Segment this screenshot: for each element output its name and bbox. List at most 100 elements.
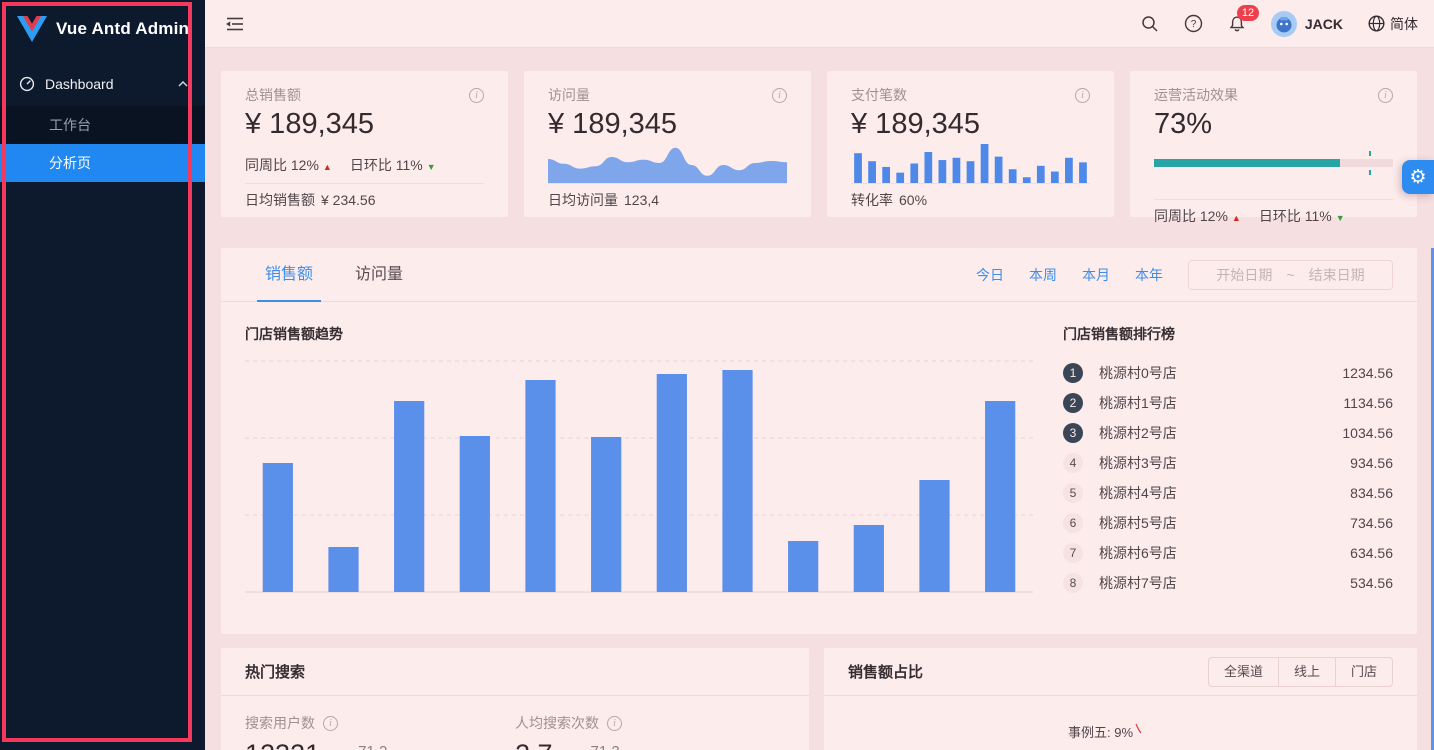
- info-icon[interactable]: i: [469, 87, 484, 103]
- stat-card-campaign: 运营活动效果 i 73% 同周比 12% ▲ 日环比 11% ▼: [1130, 71, 1417, 224]
- ranking-title: 门店销售额排行榜: [1063, 326, 1175, 342]
- top-bar: ? 12 JACK: [205, 0, 1434, 48]
- ranking-row: 5 桃源村4号店 834.56: [1063, 478, 1393, 508]
- language-label: 简体: [1390, 15, 1418, 32]
- progress-target-marker: [1369, 170, 1372, 175]
- metric-trend: 71.2▲: [358, 743, 400, 750]
- svg-text:?: ?: [1191, 19, 1197, 30]
- dashboard-submenu: 工作台 分析页: [0, 106, 205, 182]
- channel-store-button[interactable]: 门店: [1335, 656, 1393, 687]
- ranking-list: 1 桃源村0号店 1234.56 2 桃源村1号店 1134.56 3 桃源村2号店 103…: [1063, 358, 1393, 598]
- globe-icon: [1368, 15, 1385, 32]
- metric-search-per-user: 人均搜索次数 i 2.7 71.2▼: [515, 713, 785, 750]
- chevron-up-icon: [178, 81, 188, 87]
- store-sales-bar-chart: [245, 360, 1033, 593]
- card-footer: 日均访问量 123,4: [548, 192, 660, 208]
- filter-year[interactable]: 本年: [1135, 266, 1163, 283]
- pie-slice-label: 事例五: 9%: [1068, 722, 1144, 741]
- caret-up-icon: ▲: [322, 162, 332, 172]
- stat-card-visits: 访问量 i ¥ 189,345 日均访问量 123,4: [524, 71, 811, 217]
- sales-tabbar: 销售额 访问量 今日 本周 本月 本年 开始日期 ~ 结束日期: [221, 248, 1417, 302]
- stat-card-row: 总销售额 i ¥ 189,345 同周比 12% ▲ 日环比 11% ▼ 日均销售额…: [221, 71, 1417, 224]
- visits-area-chart: [548, 147, 787, 183]
- card-value: ¥ 189,345: [548, 108, 678, 140]
- notification-badge: 12: [1236, 4, 1260, 21]
- caret-up-icon: ▲: [391, 748, 400, 750]
- header-actions: ? 12 JACK: [1141, 4, 1418, 37]
- card-title: 访问量: [548, 87, 590, 103]
- campaign-progress-bar: [1154, 151, 1393, 175]
- filter-month[interactable]: 本月: [1082, 266, 1110, 283]
- ranking-row: 7 桃源村6号店 634.56: [1063, 538, 1393, 568]
- filter-today[interactable]: 今日: [976, 266, 1004, 283]
- card-title: 运营活动效果: [1154, 87, 1238, 103]
- sidebar-item-workbench[interactable]: 工作台: [49, 117, 91, 133]
- ranking-row: 8 桃源村7号店 534.56: [1063, 568, 1393, 598]
- sidebar-item-analysis[interactable]: 分析页: [0, 144, 205, 182]
- chart-title: 门店销售额趋势: [245, 326, 343, 342]
- card-value: ¥ 189,345: [245, 108, 375, 140]
- info-icon[interactable]: i: [1075, 87, 1090, 103]
- date-range-picker[interactable]: 开始日期 ~ 结束日期: [1188, 259, 1393, 290]
- tab-sales[interactable]: 销售额: [256, 248, 322, 302]
- dashboard-icon: [19, 76, 35, 92]
- hot-search-card: 热门搜索 搜索用户数 i 12321 71.2▲: [221, 648, 809, 750]
- stat-card-payments: 支付笔数 i ¥ 189,345 转化率 60%: [827, 71, 1114, 217]
- date-start-placeholder: 开始日期: [1216, 266, 1273, 283]
- card-footer: 转化率 60%: [851, 192, 928, 208]
- filter-week[interactable]: 本周: [1029, 266, 1057, 283]
- right-edge-accent: [1431, 248, 1434, 750]
- channel-online-button[interactable]: 线上: [1278, 656, 1336, 687]
- trend-row: 同周比 12% ▲ 日环比 11% ▼: [245, 157, 436, 173]
- metric-trend: 71.2▼: [591, 743, 633, 750]
- channel-button-group: 全渠道 线上 门店: [1207, 656, 1393, 687]
- menu-fold-icon[interactable]: [226, 16, 244, 32]
- help-icon[interactable]: ?: [1184, 14, 1203, 33]
- sidebar: Vue Antd Admin Dashboard 工作台 分析页: [0, 0, 205, 750]
- card-title: 支付笔数: [851, 87, 907, 103]
- caret-down-icon: ▼: [624, 748, 633, 750]
- ranking-row: 6 桃源村5号店 734.56: [1063, 508, 1393, 538]
- date-end-placeholder: 结束日期: [1308, 266, 1365, 283]
- info-icon[interactable]: i: [772, 87, 787, 103]
- caret-down-icon: ▼: [1335, 213, 1345, 223]
- info-icon[interactable]: i: [323, 715, 338, 731]
- metric-search-users: 搜索用户数 i 12321 71.2▲: [245, 713, 515, 750]
- card-value: 73%: [1154, 108, 1213, 140]
- notification-bell-icon[interactable]: 12: [1228, 4, 1260, 33]
- ranking-row: 2 桃源村1号店 1134.56: [1063, 388, 1393, 418]
- store-sales-chart-block: 门店销售额趋势: [245, 324, 1033, 602]
- pie-label-leader-line: [1135, 723, 1142, 734]
- info-icon[interactable]: i: [607, 715, 622, 731]
- caret-up-icon: ▲: [1231, 213, 1241, 223]
- avatar: [1270, 10, 1297, 37]
- gear-icon: ⚙: [1409, 166, 1427, 188]
- sidebar-item-dashboard[interactable]: Dashboard: [0, 62, 205, 106]
- ranking-row: 3 桃源村2号店 1034.56: [1063, 418, 1393, 448]
- sales-overview-card: 销售额 访问量 今日 本周 本月 本年 开始日期 ~ 结束日期 门店销售额趋势: [221, 248, 1417, 634]
- channel-all-button[interactable]: 全渠道: [1207, 656, 1279, 687]
- settings-button[interactable]: ⚙: [1402, 160, 1434, 194]
- info-icon[interactable]: i: [1378, 87, 1393, 103]
- sidebar-item-label: Dashboard: [45, 76, 114, 92]
- app-title: Vue Antd Admin: [56, 18, 190, 38]
- date-filters: 今日 本周 本月 本年 开始日期 ~ 结束日期: [976, 259, 1393, 290]
- tab-visits[interactable]: 访问量: [355, 265, 404, 283]
- user-menu[interactable]: JACK: [1270, 10, 1343, 37]
- sales-ratio-card: 销售额占比 全渠道 线上 门店 事例五: 9%: [824, 648, 1417, 750]
- card-footer: 日均销售额 ¥ 234.56: [245, 192, 376, 208]
- sales-ratio-pie-area: 事例五: 9%: [824, 696, 1417, 750]
- store-ranking-block: 门店销售额排行榜 1 桃源村0号店 1234.56 2 桃源村1号店 1134.56 3…: [1063, 324, 1393, 602]
- search-icon[interactable]: [1141, 15, 1159, 33]
- card-value: ¥ 189,345: [851, 108, 981, 140]
- app-logo[interactable]: Vue Antd Admin: [0, 0, 205, 57]
- caret-down-icon: ▼: [426, 162, 436, 172]
- language-switcher[interactable]: 简体: [1368, 14, 1418, 34]
- stat-card-total-sales: 总销售额 i ¥ 189,345 同周比 12% ▲ 日环比 11% ▼ 日均销售额…: [221, 71, 508, 217]
- bottom-card-row: 热门搜索 搜索用户数 i 12321 71.2▲: [221, 648, 1417, 750]
- metric-value: 2.7: [515, 739, 553, 750]
- metric-value: 12321: [245, 739, 320, 750]
- panel-title: 热门搜索: [245, 664, 306, 681]
- ranking-row: 4 桃源村3号店 934.56: [1063, 448, 1393, 478]
